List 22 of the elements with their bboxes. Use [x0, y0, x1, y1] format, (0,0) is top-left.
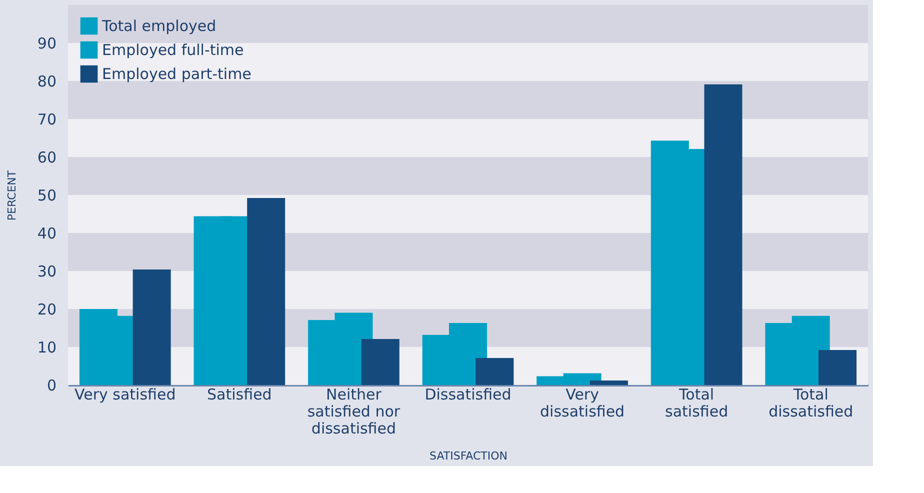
y-tick-label: 40 [37, 224, 56, 242]
y-axis-title: PERCENT [5, 170, 18, 221]
y-tick-label: 10 [37, 338, 56, 356]
y-tick-label: 50 [37, 186, 56, 204]
legend-label: Employed full-time [102, 41, 244, 59]
x-tick-label: Neither satisfied nor dissatisfied [307, 386, 401, 438]
legend-label: Total employed [101, 17, 216, 35]
y-tick-label: 70 [37, 110, 56, 128]
x-tick-label: Very satisfied [74, 386, 176, 404]
x-tick-label: Dissatisfied [424, 386, 512, 404]
legend-label: Employed part-time [102, 65, 252, 83]
y-tick-label: 60 [37, 148, 56, 166]
x-axis-title: SATISFACTION [430, 450, 508, 462]
y-tick-label: 20 [37, 300, 56, 318]
y-tick-label: 80 [37, 72, 56, 90]
y-tick-label: 30 [37, 262, 56, 280]
x-tick-label: Very dissatisfied [540, 386, 625, 420]
x-tick-label: Total satisfied [665, 386, 728, 420]
y-tick-label: 90 [37, 34, 56, 52]
x-tick-label: Total dissatisfied [768, 386, 854, 420]
y-tick-label: 0 [46, 376, 56, 394]
x-tick-label: Satisfied [207, 386, 272, 404]
